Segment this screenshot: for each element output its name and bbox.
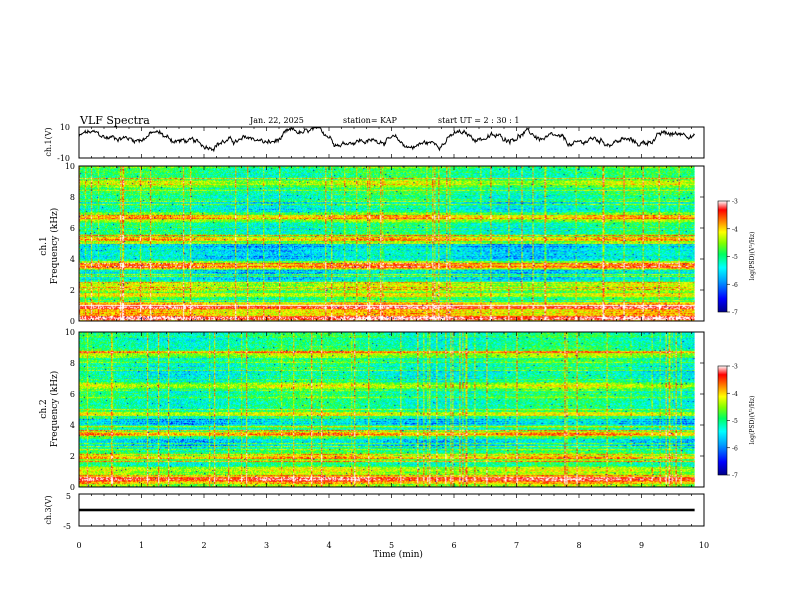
colorbar-2-label: log(PSD)(V²/Hz) <box>749 396 756 445</box>
x-tick-label: 1 <box>139 541 144 550</box>
x-tick-label: 4 <box>326 541 331 550</box>
x-tick-label: 3 <box>264 541 269 550</box>
ch1-ytick-top: 10 <box>60 123 70 132</box>
spec1-ytick-label: 4 <box>70 255 75 264</box>
ch1-spec-ylabel-ch: ch.1 <box>39 236 49 255</box>
spec2-ytick-label: 0 <box>70 483 75 492</box>
ch1-ylabel: ch.1(V) <box>44 127 53 156</box>
x-tick-label: 2 <box>201 541 206 550</box>
ch1-spec-ylabel: Frequency (kHz) <box>49 208 60 285</box>
ch2-spec-ylabel: Frequency (kHz) <box>49 371 60 448</box>
colorbar-2-tick-label: -3 <box>732 364 738 371</box>
colorbar-2-bar <box>717 365 728 476</box>
colorbar-1: -3 -4 -5 -6 -7 log(PSD)(V²/Hz) <box>717 199 756 317</box>
station-label: station= KAP <box>343 116 398 125</box>
start-time-label: start UT = 2 : 30 : 1 <box>438 116 519 125</box>
spec1-ytick-label: 8 <box>70 193 75 202</box>
colorbar-1-tick-label: -6 <box>732 282 738 289</box>
date-label: Jan. 22, 2025 <box>249 116 304 125</box>
ch1-frame <box>78 126 705 159</box>
ch3-panel: ch.3(V) 5 -5 <box>44 492 705 531</box>
ch1-ytick-bottom: -10 <box>57 154 70 163</box>
spec1-ytick-label: 10 <box>65 162 75 171</box>
x-tick-label: 7 <box>514 541 519 550</box>
x-tick-label: 6 <box>451 541 456 550</box>
colorbar-2-tick-label: -7 <box>732 473 738 480</box>
x-tick-label: 9 <box>639 541 644 550</box>
spec1-ytick-label: 6 <box>70 224 75 233</box>
x-tick-label: 0 <box>76 541 81 550</box>
spec2-ytick-label: 10 <box>65 328 75 337</box>
colorbar-2-tick-label: -6 <box>732 445 738 452</box>
ch1-panel: ch.1(V) 10 -10 <box>44 123 705 163</box>
colorbar-1-bar <box>717 200 728 313</box>
ch3-waveform-band <box>79 508 695 512</box>
spec2-ytick-label: 2 <box>70 452 75 461</box>
ch2-spectrogram-image <box>79 332 695 487</box>
spec2-ytick-label: 6 <box>70 390 75 399</box>
colorbar-1-tick-label: -7 <box>732 310 738 317</box>
spec2-ytick-label: 8 <box>70 359 75 368</box>
colorbar-1-label: log(PSD)(V²/Hz) <box>749 232 756 281</box>
ch3-ytick-bottom: -5 <box>63 522 71 531</box>
colorbar-1-tick-label: -5 <box>732 254 738 261</box>
x-axis-label: Time (min) <box>373 549 423 560</box>
colorbar-2-tick-label: -4 <box>732 391 738 398</box>
x-tick-labels: 0 1 2 3 4 5 6 7 8 9 10 <box>76 541 709 550</box>
ch2-spectrogram-panel: ch.2 Frequency (kHz) 0 2 4 6 8 10 <box>39 328 705 492</box>
colorbar-1-tick-label: -4 <box>732 226 738 233</box>
spec2-ytick-label: 4 <box>70 421 75 430</box>
spec1-ytick-label: 2 <box>70 286 75 295</box>
colorbar-2: -3 -4 -5 -6 -7 log(PSD)(V²/Hz) <box>717 364 756 480</box>
ch1-spectrogram-image <box>79 166 695 321</box>
figure-title: VLF Spectra <box>79 114 150 127</box>
x-tick-label: 8 <box>576 541 581 550</box>
ch1-waveform-line <box>78 126 695 153</box>
colorbar-2-tick-label: -5 <box>732 418 738 425</box>
ch3-ytick-top: 5 <box>66 492 71 501</box>
ch3-ylabel: ch.3(V) <box>44 495 53 524</box>
colorbar-1-tick-label: -3 <box>732 199 738 206</box>
spec1-ytick-label: 0 <box>70 317 75 326</box>
ch2-spec-ylabel-ch: ch.2 <box>39 399 49 418</box>
x-tick-label: 10 <box>699 541 709 550</box>
ch1-spectrogram-panel: ch.1 Frequency (kHz) 0 2 4 6 8 10 <box>39 162 705 326</box>
x-tick-label: 5 <box>389 541 394 550</box>
